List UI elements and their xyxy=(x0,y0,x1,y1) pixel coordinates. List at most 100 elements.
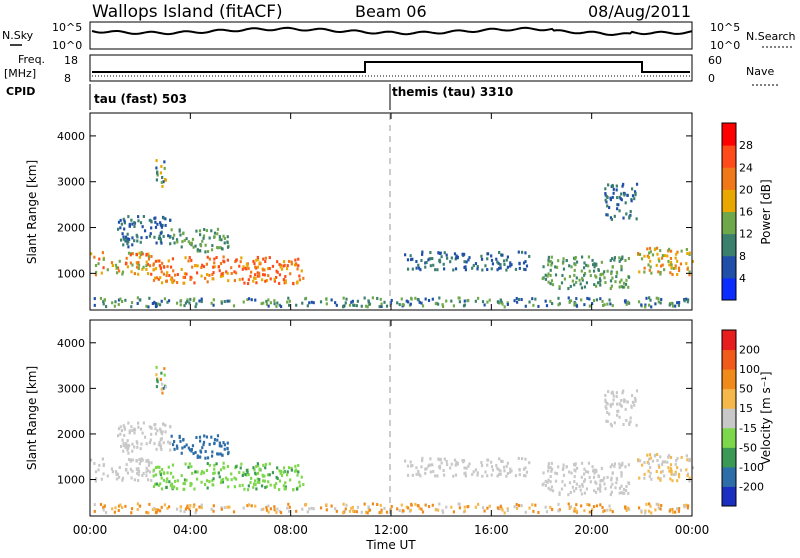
velocity-cell xyxy=(476,473,479,477)
power-cell xyxy=(575,297,578,301)
velocity-cell xyxy=(670,469,673,473)
power-cell xyxy=(169,277,173,281)
velocity-cell xyxy=(136,441,139,445)
velocity-cell xyxy=(674,510,677,514)
velocity-cell xyxy=(609,404,613,408)
power-cell xyxy=(414,296,417,300)
power-cell xyxy=(591,302,594,306)
power-cell xyxy=(121,300,124,304)
velocity-cell xyxy=(124,504,127,508)
power-cell xyxy=(583,271,587,275)
velocity-cell xyxy=(330,504,333,508)
power-cell xyxy=(506,255,509,259)
velocity-cell xyxy=(481,474,484,478)
velocity-cell xyxy=(431,503,434,507)
power-cell xyxy=(486,268,489,272)
power-cell xyxy=(544,277,548,281)
velocity-cell xyxy=(226,446,229,450)
velocity-cell xyxy=(657,476,660,480)
power-cell xyxy=(599,273,602,277)
velocity-cell xyxy=(120,429,123,433)
velocity-cell xyxy=(295,487,299,491)
velocity-cell xyxy=(250,504,253,508)
velocity-cell xyxy=(154,482,157,486)
velocity-cell xyxy=(143,435,147,439)
power-cell xyxy=(175,301,179,305)
velocity-cell xyxy=(410,503,413,507)
velocity-cell xyxy=(90,458,93,462)
velocity-cell xyxy=(686,473,689,477)
velocity-cell xyxy=(588,503,591,507)
power-cell xyxy=(194,264,197,268)
velocity-cell xyxy=(685,468,688,472)
power-cell xyxy=(210,248,214,252)
cpid-mode-2: themis (tau) 3310 xyxy=(392,85,513,99)
velocity-cell xyxy=(119,503,122,507)
velocity-cell xyxy=(186,504,189,508)
power-cell xyxy=(406,267,410,271)
power-cell xyxy=(604,192,607,196)
power-cell xyxy=(216,232,219,236)
power-cell xyxy=(606,302,609,306)
power-cell xyxy=(472,264,475,268)
power-cell xyxy=(145,235,148,239)
velocity-cell xyxy=(486,458,490,462)
power-cell xyxy=(562,257,565,261)
power-cell xyxy=(173,279,176,283)
velocity-cell xyxy=(200,503,203,507)
velocity-cell xyxy=(110,467,114,471)
power-cell xyxy=(110,261,114,265)
power-cell xyxy=(212,271,215,275)
velocity-cell xyxy=(602,510,605,514)
velocity-cell xyxy=(273,508,276,512)
velocity-cell xyxy=(472,470,475,474)
velocity-cell xyxy=(500,460,503,464)
velocity-cell xyxy=(279,470,283,474)
power-cell xyxy=(635,217,638,221)
velocity-cell xyxy=(213,441,216,445)
power-cell xyxy=(686,251,689,255)
velocity-cell xyxy=(518,468,521,472)
velocity-cell xyxy=(150,426,153,430)
power-cell xyxy=(189,297,192,301)
power-cell xyxy=(445,299,448,303)
power-cell xyxy=(186,298,189,302)
power-cell xyxy=(136,265,139,269)
power-cell xyxy=(288,299,291,303)
power-cell xyxy=(263,268,266,272)
power-cell xyxy=(151,302,154,306)
power-cell xyxy=(554,273,558,277)
velocity-cell xyxy=(506,461,509,465)
velocity-cell xyxy=(158,509,162,513)
power-cell xyxy=(267,304,270,308)
velocity-cell xyxy=(634,398,637,402)
power-cell xyxy=(211,244,214,248)
power-cell xyxy=(335,303,338,307)
velocity-cell xyxy=(123,433,126,437)
velocity-cell xyxy=(625,484,628,488)
power-cell xyxy=(575,303,578,307)
power-cell xyxy=(630,187,634,191)
power-cell xyxy=(205,229,208,233)
power-cell xyxy=(499,263,502,267)
power-cell xyxy=(178,228,181,232)
power-cell xyxy=(142,265,145,269)
power-cell xyxy=(249,274,252,278)
power-cell xyxy=(603,303,606,307)
power-cell xyxy=(130,301,134,305)
velocity-cell xyxy=(474,505,477,509)
velocity-cell xyxy=(131,469,134,473)
velocity-cell xyxy=(366,511,369,515)
velocity-cell xyxy=(140,442,143,446)
power-cell xyxy=(555,265,559,269)
power-cell xyxy=(633,197,636,201)
velocity-cell xyxy=(183,487,186,491)
velocity-cell xyxy=(135,440,138,444)
velocity-cell xyxy=(514,474,518,478)
power-cell xyxy=(226,258,230,262)
power-cell xyxy=(269,301,272,305)
power-cell xyxy=(437,251,440,255)
velocity-cell xyxy=(646,453,649,457)
power-cell xyxy=(190,243,193,247)
power-cell xyxy=(325,297,328,301)
